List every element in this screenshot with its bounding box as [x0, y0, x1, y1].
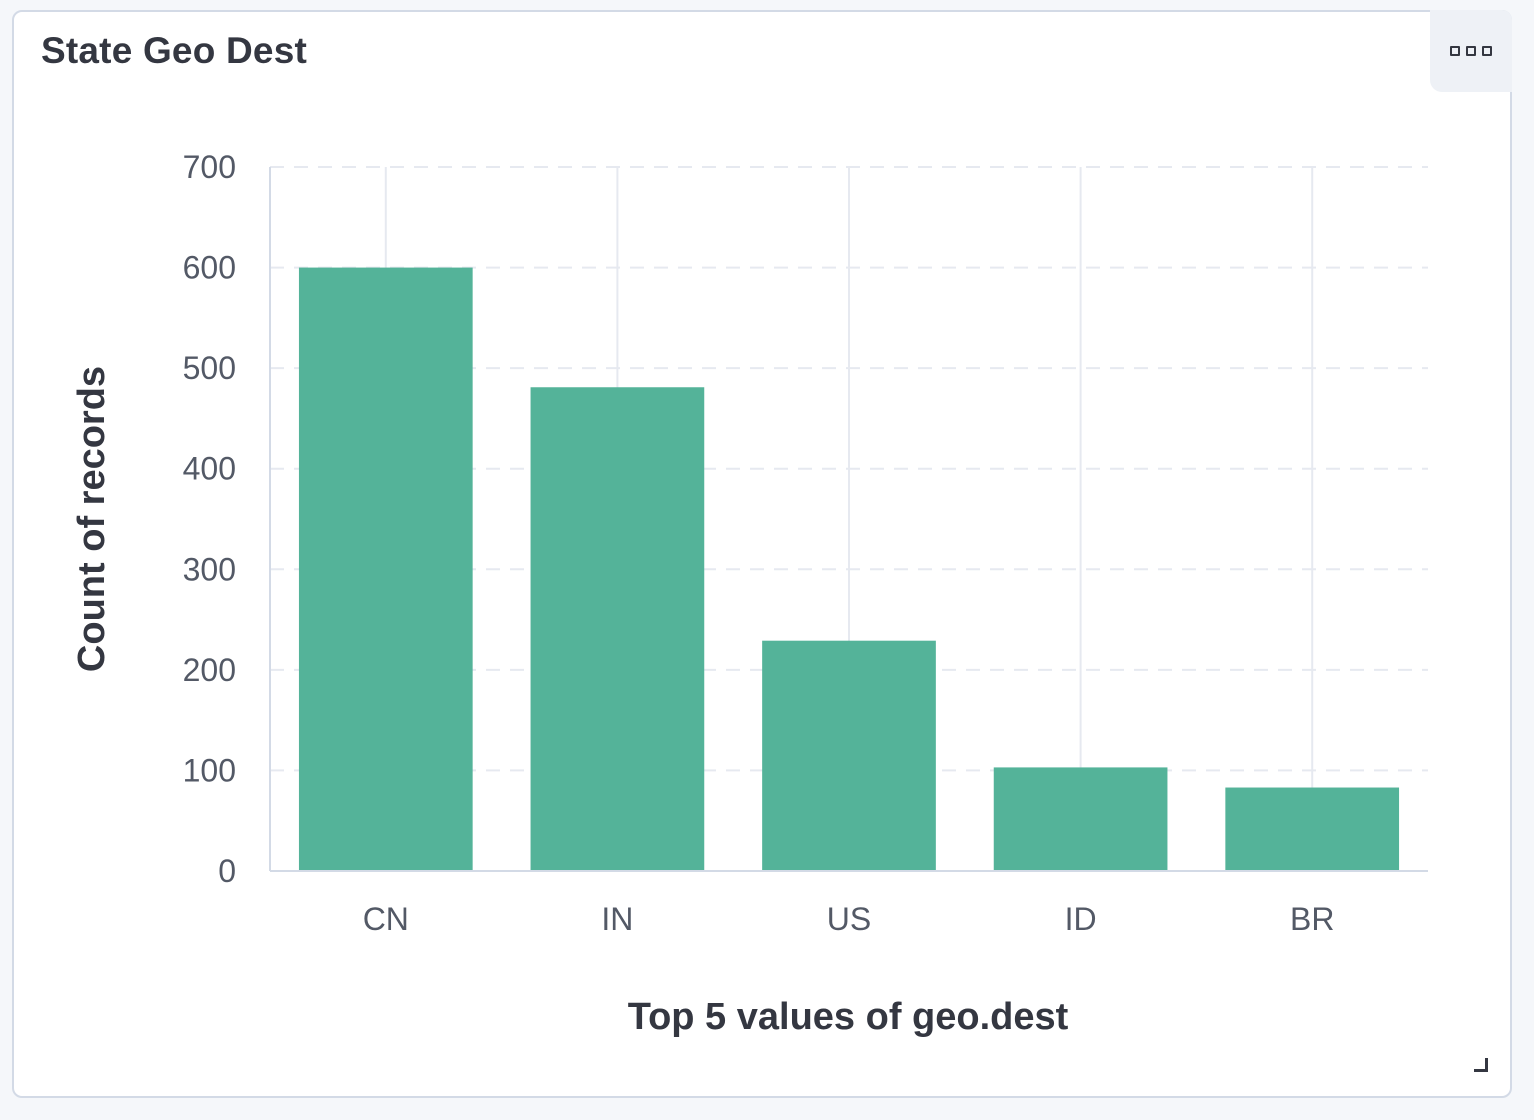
bar-id [993, 767, 1168, 871]
axes [269, 167, 1428, 872]
y-tick-label: 700 [183, 149, 236, 185]
resize-corner-icon[interactable] [1474, 1058, 1488, 1072]
bar-cn [298, 267, 473, 872]
panel-options-button[interactable] [1430, 10, 1512, 92]
x-tick-label: BR [1290, 901, 1334, 937]
x-tick-label: CN [363, 901, 409, 937]
y-axis-title: Count of records [71, 366, 113, 672]
menu-dot-icon [1450, 46, 1460, 56]
bar-us [762, 640, 936, 871]
y-tick-labels: 0 100 200 300 400 500 600 700 [183, 149, 236, 889]
x-axis-title: Top 5 values of geo.dest [628, 996, 1069, 1038]
bars [298, 267, 1400, 872]
x-tick-label: ID [1065, 901, 1097, 937]
y-tick-label: 100 [183, 752, 236, 788]
menu-dot-icon [1482, 46, 1492, 56]
menu-dot-icon [1466, 46, 1476, 56]
panel-title: State Geo Dest [41, 30, 307, 71]
bar-in [530, 387, 705, 871]
y-tick-label: 500 [183, 350, 236, 386]
y-tick-label: 200 [183, 652, 236, 688]
y-tick-label: 300 [183, 551, 236, 587]
x-tick-labels: CN IN US ID BR [363, 901, 1335, 937]
visualization-panel: State Geo Dest [12, 10, 1512, 1098]
bar-br [1225, 787, 1400, 871]
y-tick-label: 600 [183, 250, 236, 286]
x-tick-label: US [827, 901, 871, 937]
y-tick-label: 400 [183, 451, 236, 487]
x-tick-label: IN [601, 901, 633, 937]
y-tick-label: 0 [218, 853, 236, 889]
